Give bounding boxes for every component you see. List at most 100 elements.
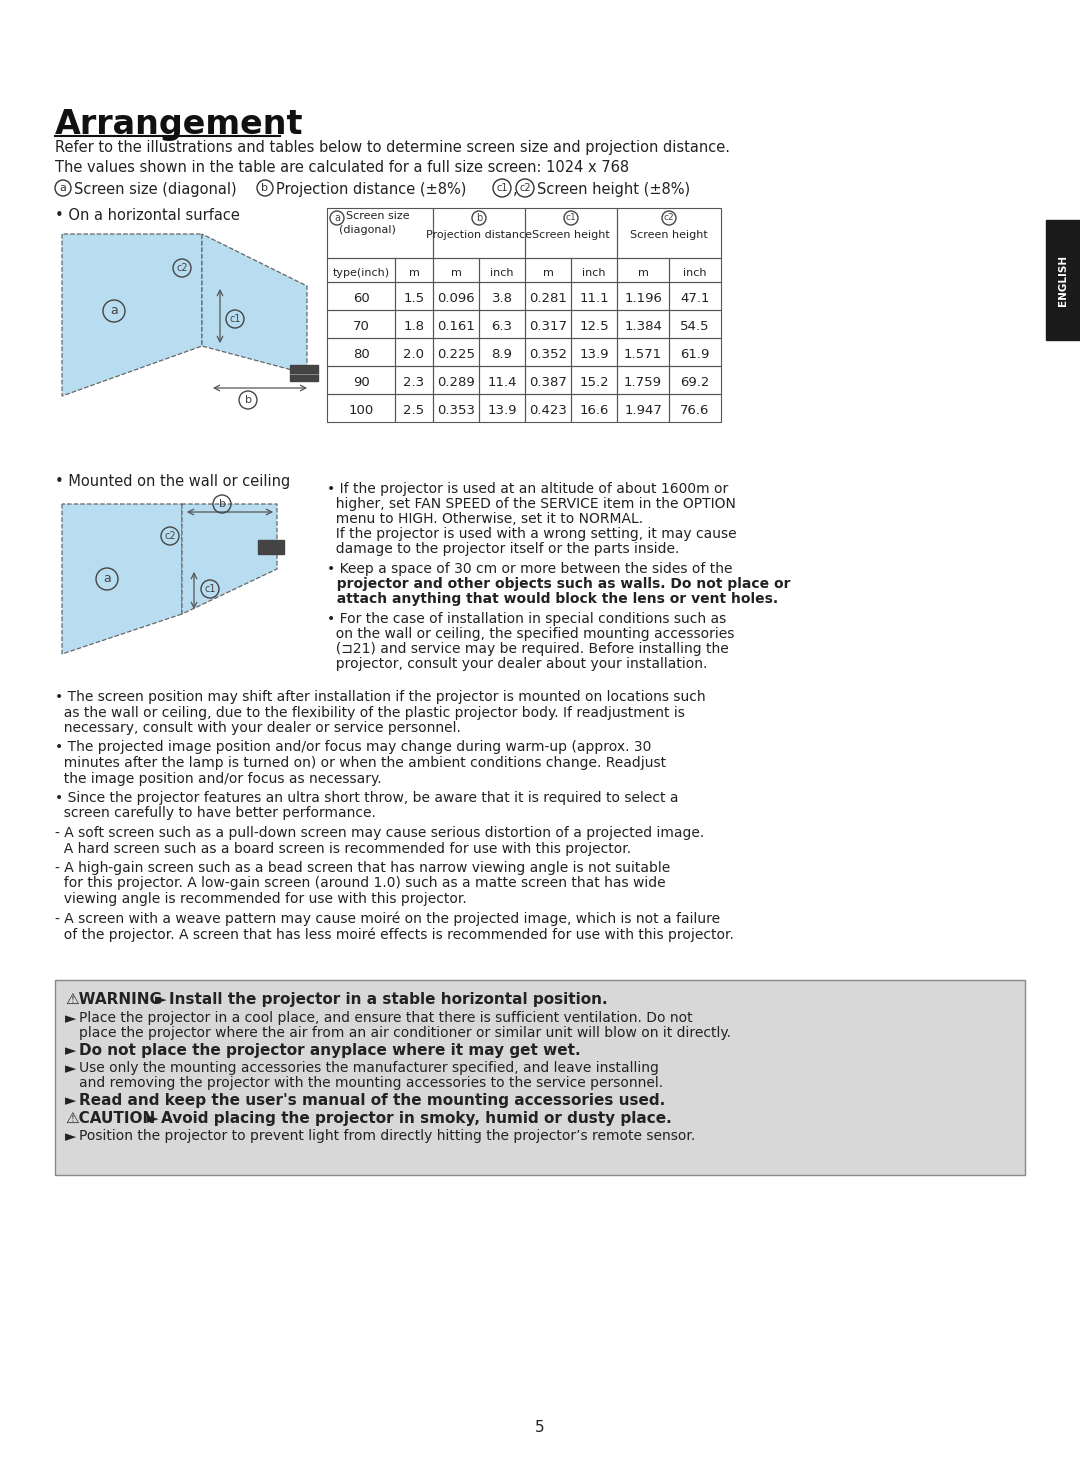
Text: a: a <box>59 183 67 193</box>
Text: as the wall or ceiling, due to the flexibility of the plastic projector body. If: as the wall or ceiling, due to the flexi… <box>55 706 685 719</box>
Bar <box>1047 220 1080 340</box>
Bar <box>571 310 617 338</box>
Bar <box>525 310 571 338</box>
Bar <box>327 310 395 338</box>
Bar <box>669 366 721 394</box>
Bar <box>480 258 525 283</box>
Polygon shape <box>202 234 307 373</box>
Bar <box>669 258 721 283</box>
Bar <box>395 283 433 310</box>
Bar <box>669 283 721 310</box>
Bar <box>525 208 617 258</box>
Text: a: a <box>334 212 340 223</box>
Text: damage to the projector itself or the parts inside.: damage to the projector itself or the pa… <box>327 542 679 556</box>
Text: m: m <box>408 268 419 278</box>
Text: 61.9: 61.9 <box>680 348 710 362</box>
Text: 15.2: 15.2 <box>579 376 609 389</box>
Text: necessary, consult with your dealer or service personnel.: necessary, consult with your dealer or s… <box>55 720 461 735</box>
Text: Screen height: Screen height <box>630 230 707 240</box>
Text: 11.1: 11.1 <box>579 293 609 306</box>
Text: (⊐21) and service may be required. Before installing the: (⊐21) and service may be required. Befor… <box>327 643 729 656</box>
Text: b: b <box>218 499 226 509</box>
Text: 76.6: 76.6 <box>680 404 710 417</box>
Text: 1.947: 1.947 <box>624 404 662 417</box>
Text: viewing angle is recommended for use with this projector.: viewing angle is recommended for use wit… <box>55 892 467 906</box>
Bar <box>327 394 395 422</box>
Text: • For the case of installation in special conditions such as: • For the case of installation in specia… <box>327 612 726 627</box>
Bar <box>525 283 571 310</box>
Text: A hard screen such as a board screen is recommended for use with this projector.: A hard screen such as a board screen is … <box>55 842 631 855</box>
Text: ENGLISH: ENGLISH <box>1058 255 1068 306</box>
Text: 16.6: 16.6 <box>579 404 609 417</box>
Text: b: b <box>261 183 269 193</box>
Text: ►: ► <box>65 1061 77 1076</box>
Text: 2.0: 2.0 <box>404 348 424 362</box>
Bar <box>327 208 433 258</box>
Text: projector and other objects such as walls. Do not place or: projector and other objects such as wall… <box>327 577 791 591</box>
Text: and removing the projector with the mounting accessories to the service personne: and removing the projector with the moun… <box>79 1076 663 1091</box>
Text: minutes after the lamp is turned on) or when the ambient conditions change. Read: minutes after the lamp is turned on) or … <box>55 755 666 770</box>
Bar <box>55 979 1025 1176</box>
Bar <box>433 283 480 310</box>
Text: c2: c2 <box>176 264 188 272</box>
Bar <box>258 540 284 553</box>
Bar <box>291 365 318 381</box>
Text: Place the projector in a cool place, and ensure that there is sufficient ventila: Place the projector in a cool place, and… <box>79 1012 692 1025</box>
Text: • On a horizontal surface: • On a horizontal surface <box>55 208 240 223</box>
Bar <box>433 208 525 258</box>
Text: b: b <box>244 395 252 406</box>
Text: Arrangement: Arrangement <box>55 108 303 141</box>
Text: for this projector. A low-gain screen (around 1.0) such as a matte screen that h: for this projector. A low-gain screen (a… <box>55 877 665 890</box>
Bar <box>327 258 395 283</box>
Text: Screen size: Screen size <box>346 211 409 221</box>
Text: ►: ► <box>65 1012 77 1026</box>
Bar <box>617 208 721 258</box>
Text: • Since the projector features an ultra short throw, be aware that it is require: • Since the projector features an ultra … <box>55 791 678 805</box>
Text: 0.353: 0.353 <box>437 404 475 417</box>
Bar <box>617 338 669 366</box>
Text: 0.387: 0.387 <box>529 376 567 389</box>
Bar <box>327 283 395 310</box>
Text: 1.8: 1.8 <box>404 321 424 334</box>
Text: of the projector. A screen that has less moiré effects is recommended for use wi: of the projector. A screen that has less… <box>55 927 734 941</box>
Text: ⚠WARNING: ⚠WARNING <box>65 993 162 1007</box>
Text: higher, set FAN SPEED of the SERVICE item in the OPTION: higher, set FAN SPEED of the SERVICE ite… <box>327 496 735 511</box>
Text: inch: inch <box>684 268 706 278</box>
Bar <box>433 366 480 394</box>
Text: 60: 60 <box>353 293 369 306</box>
Text: ,: , <box>513 182 517 198</box>
Text: Read and keep the user's manual of the mounting accessories used.: Read and keep the user's manual of the m… <box>79 1094 665 1108</box>
Bar <box>669 310 721 338</box>
Text: Avoid placing the projector in smoky, humid or dusty place.: Avoid placing the projector in smoky, hu… <box>161 1111 672 1126</box>
Bar <box>617 258 669 283</box>
Text: 80: 80 <box>353 348 369 362</box>
Bar <box>525 258 571 283</box>
Text: 1.571: 1.571 <box>624 348 662 362</box>
Text: type(inch): type(inch) <box>333 268 390 278</box>
Bar <box>571 283 617 310</box>
Text: 47.1: 47.1 <box>680 293 710 306</box>
Text: Screen size (diagonal): Screen size (diagonal) <box>75 182 237 198</box>
Text: 1.5: 1.5 <box>404 293 424 306</box>
Text: c1: c1 <box>566 214 577 223</box>
Text: 90: 90 <box>353 376 369 389</box>
Text: (diagonal): (diagonal) <box>339 225 396 236</box>
Text: If the projector is used with a wrong setting, it may cause: If the projector is used with a wrong se… <box>327 527 737 542</box>
Bar <box>571 338 617 366</box>
Text: ►: ► <box>65 1129 77 1143</box>
Bar <box>571 394 617 422</box>
Bar <box>327 366 395 394</box>
Text: 1.196: 1.196 <box>624 293 662 306</box>
Text: inch: inch <box>490 268 514 278</box>
Bar <box>433 338 480 366</box>
Text: on the wall or ceiling, the specified mounting accessories: on the wall or ceiling, the specified mo… <box>327 627 734 641</box>
Polygon shape <box>62 504 183 654</box>
Text: ►: ► <box>65 1094 77 1108</box>
Text: m: m <box>450 268 461 278</box>
Text: ►: ► <box>65 1042 77 1058</box>
Text: ►: ► <box>156 993 166 1007</box>
Text: • The projected image position and/or focus may change during warm-up (approx. 3: • The projected image position and/or fo… <box>55 741 651 754</box>
Bar <box>525 338 571 366</box>
Bar <box>669 338 721 366</box>
Text: 0.096: 0.096 <box>437 293 475 306</box>
